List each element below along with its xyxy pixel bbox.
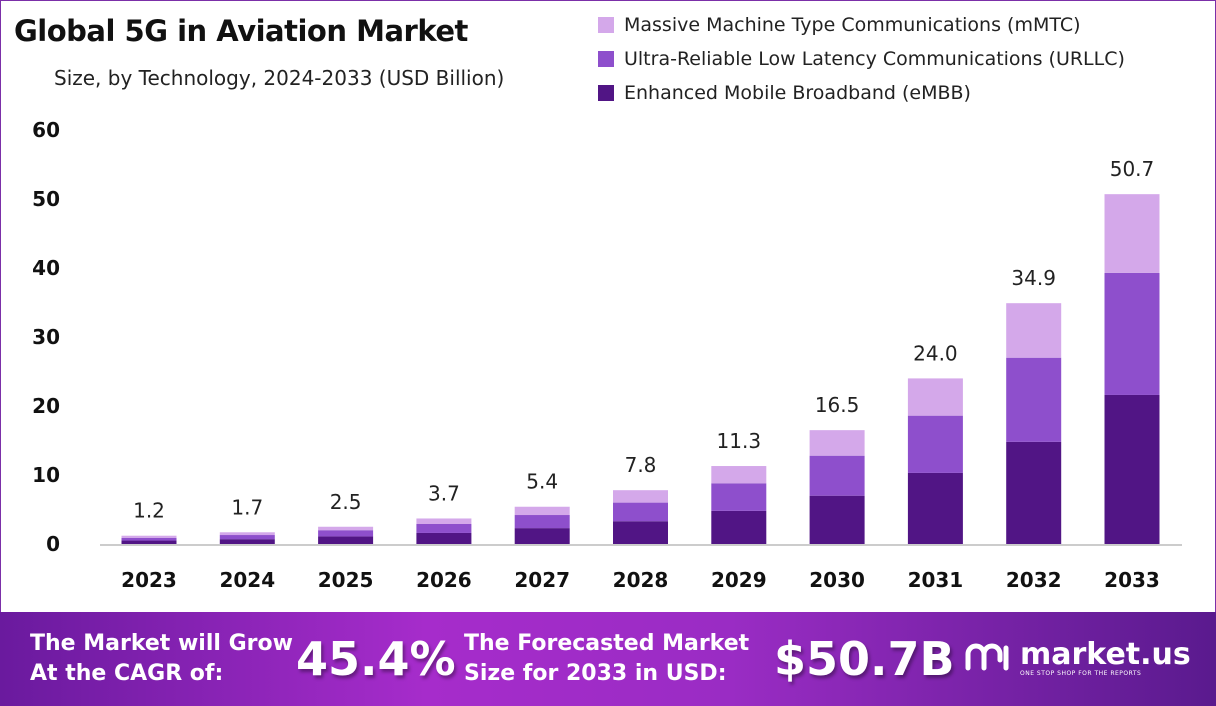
bar-segment-2024-s1 [219,535,275,540]
data-label: 1.7 [231,495,263,519]
bar-segment-2024-s2 [219,532,275,536]
data-label: 5.4 [526,470,558,494]
x-tick-label: 2031 [908,568,964,592]
legend-item-embb: Enhanced Mobile Broadband (eMBB) [598,76,1125,110]
legend-label: Massive Machine Type Communications (mMT… [624,14,1081,36]
y-tick-label: 60 [32,118,60,142]
bar-segment-2031-s2 [907,378,963,416]
bar-segment-2033-s1 [1104,272,1160,395]
x-tick-label: 2024 [219,568,275,592]
chart-title: Global 5G in Aviation Market [14,14,468,48]
bar-segment-2025-s2 [318,526,374,531]
legend-label: Enhanced Mobile Broadband (eMBB) [624,82,971,104]
bar-segment-2029-s1 [711,483,767,511]
data-label: 1.2 [133,499,165,523]
bar-segment-2033-s2 [1104,194,1160,273]
bar-segment-2026-s1 [416,523,472,533]
logo-name: market.us [1020,636,1191,672]
bar-segment-2028-s0 [613,521,668,544]
legend: Massive Machine Type Communications (mMT… [598,8,1125,110]
y-tick-label: 50 [32,187,60,211]
bar-segment-2029-s0 [711,510,767,544]
bar-segment-2032-s1 [1006,357,1062,442]
data-label: 50.7 [1110,157,1155,181]
bar-segment-2029-s2 [711,466,767,484]
data-label: 2.5 [330,490,362,514]
legend-label: Ultra-Reliable Low Latency Communication… [624,48,1125,70]
bar-segment-2031-s1 [907,415,963,473]
data-label: 11.3 [717,429,762,453]
x-tick-label: 2032 [1006,568,1062,592]
data-label: 34.9 [1011,266,1056,290]
legend-item-urllc: Ultra-Reliable Low Latency Communication… [598,42,1125,76]
x-tick-label: 2027 [514,568,570,592]
y-tick-label: 20 [32,394,60,418]
bar-segment-2027-s2 [514,506,570,516]
bar-segment-2030-s2 [809,430,865,456]
bar-segment-2028-s2 [613,490,668,503]
chart-subtitle: Size, by Technology, 2024-2033 (USD Bill… [54,66,505,90]
forecast-label-line1: The Forecasted Market [464,631,750,656]
legend-swatch [598,85,614,101]
legend-item-mmtc: Massive Machine Type Communications (mMT… [598,8,1125,42]
forecast-label-line2: Size for 2033 in USD: [464,661,727,686]
bar-chart: 01020304050601.220231.720242.520253.7202… [32,118,1182,592]
x-tick-label: 2023 [121,568,177,592]
y-tick-label: 10 [32,463,60,487]
x-tick-label: 2030 [809,568,865,592]
cagr-value: 45.4% [296,632,456,686]
bar-segment-2023-s0 [121,540,177,544]
x-tick-label: 2029 [711,568,767,592]
bar-segment-2023-s2 [121,535,177,538]
legend-swatch [598,51,614,67]
bar-segment-2026-s2 [416,518,472,524]
x-tick-label: 2026 [416,568,472,592]
x-tick-label: 2028 [613,568,669,592]
forecast-label: The Forecasted Market Size for 2033 in U… [464,629,749,689]
x-tick-label: 2025 [318,568,374,592]
cagr-label-line2: At the CAGR of: [30,661,224,686]
bar-segment-2028-s1 [613,502,668,522]
data-label: 24.0 [913,341,958,365]
bar-segment-2027-s0 [514,528,570,544]
data-label: 7.8 [625,453,657,477]
cagr-label-line1: The Market will Grow [30,631,293,656]
bar-segment-2025-s1 [318,530,374,537]
bar-segment-2024-s0 [219,539,275,544]
bar-segment-2030-s0 [809,495,865,544]
market-us-logo: market.us ONE STOP SHOP FOR THE REPORTS [962,638,1191,678]
y-tick-label: 30 [32,325,60,349]
x-tick-label: 2033 [1104,568,1160,592]
data-label: 16.5 [815,393,860,417]
logo-tagline: ONE STOP SHOP FOR THE REPORTS [1020,669,1142,677]
y-tick-label: 40 [32,256,60,280]
bar-segment-2025-s0 [318,536,374,544]
cagr-label: The Market will Grow At the CAGR of: [30,629,293,689]
bar-segment-2027-s1 [514,515,570,529]
y-tick-label: 0 [46,532,60,556]
legend-swatch [598,17,614,33]
bar-segment-2032-s2 [1006,303,1062,358]
bar-segment-2031-s0 [907,472,963,544]
bar-segment-2023-s1 [121,537,177,541]
bar-segment-2026-s0 [416,532,472,544]
bar-segment-2033-s0 [1104,394,1160,544]
summary-banner: The Market will Grow At the CAGR of: 45.… [0,612,1216,706]
logo-icon [965,643,1009,671]
data-label: 3.7 [428,481,460,505]
bar-segment-2032-s0 [1006,441,1062,544]
forecast-value: $50.7B [774,632,955,686]
bar-segment-2030-s1 [809,455,865,496]
